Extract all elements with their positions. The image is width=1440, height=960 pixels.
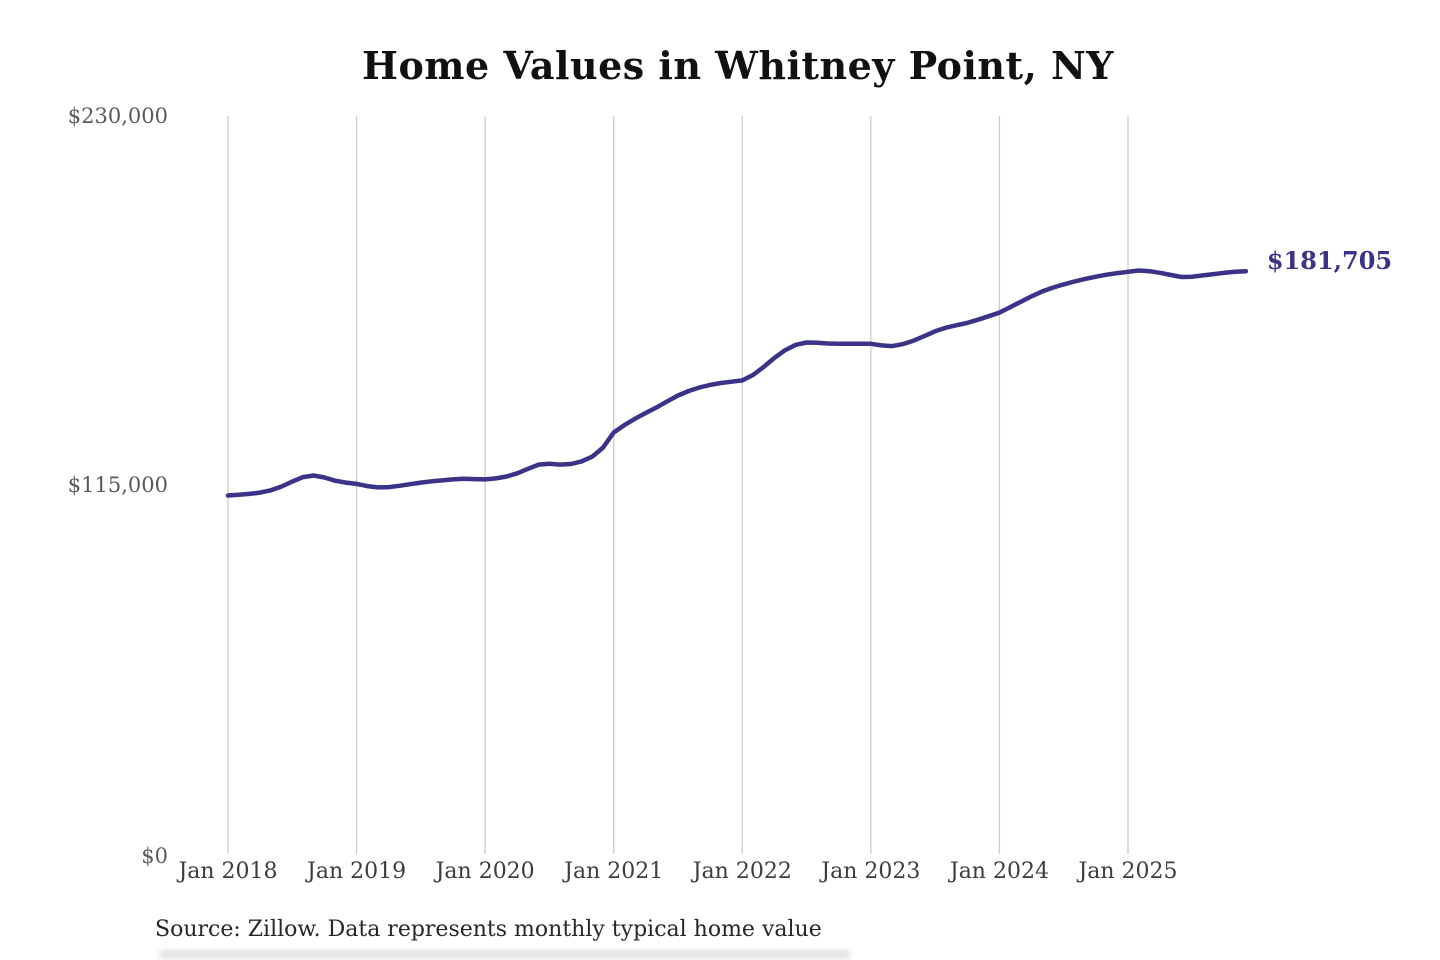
x-tick-label: Jan 2021	[564, 859, 664, 884]
x-tick-label: Jan 2023	[821, 859, 921, 884]
latest-value-label: $181,705	[1266, 246, 1393, 276]
y-tick-label-115000: $115,000	[67, 473, 168, 497]
home-value-line	[225, 268, 1249, 498]
cropped-text-remnant	[160, 950, 850, 959]
chart-title: Home Values in Whitney Point, NY	[362, 43, 1114, 88]
x-tick-label: Jan 2018	[178, 859, 278, 884]
x-tick-label: Jan 2020	[435, 859, 535, 884]
y-tick-label-0: $0	[141, 844, 168, 868]
x-tick-label: Jan 2019	[307, 859, 407, 884]
x-tick-label: Jan 2025	[1078, 859, 1178, 884]
source-note: Source: Zillow. Data represents monthly …	[155, 917, 822, 942]
x-tick-label: Jan 2024	[949, 859, 1049, 884]
x-tick-label: Jan 2022	[692, 859, 792, 884]
y-tick-label-230000: $230,000	[67, 104, 168, 128]
